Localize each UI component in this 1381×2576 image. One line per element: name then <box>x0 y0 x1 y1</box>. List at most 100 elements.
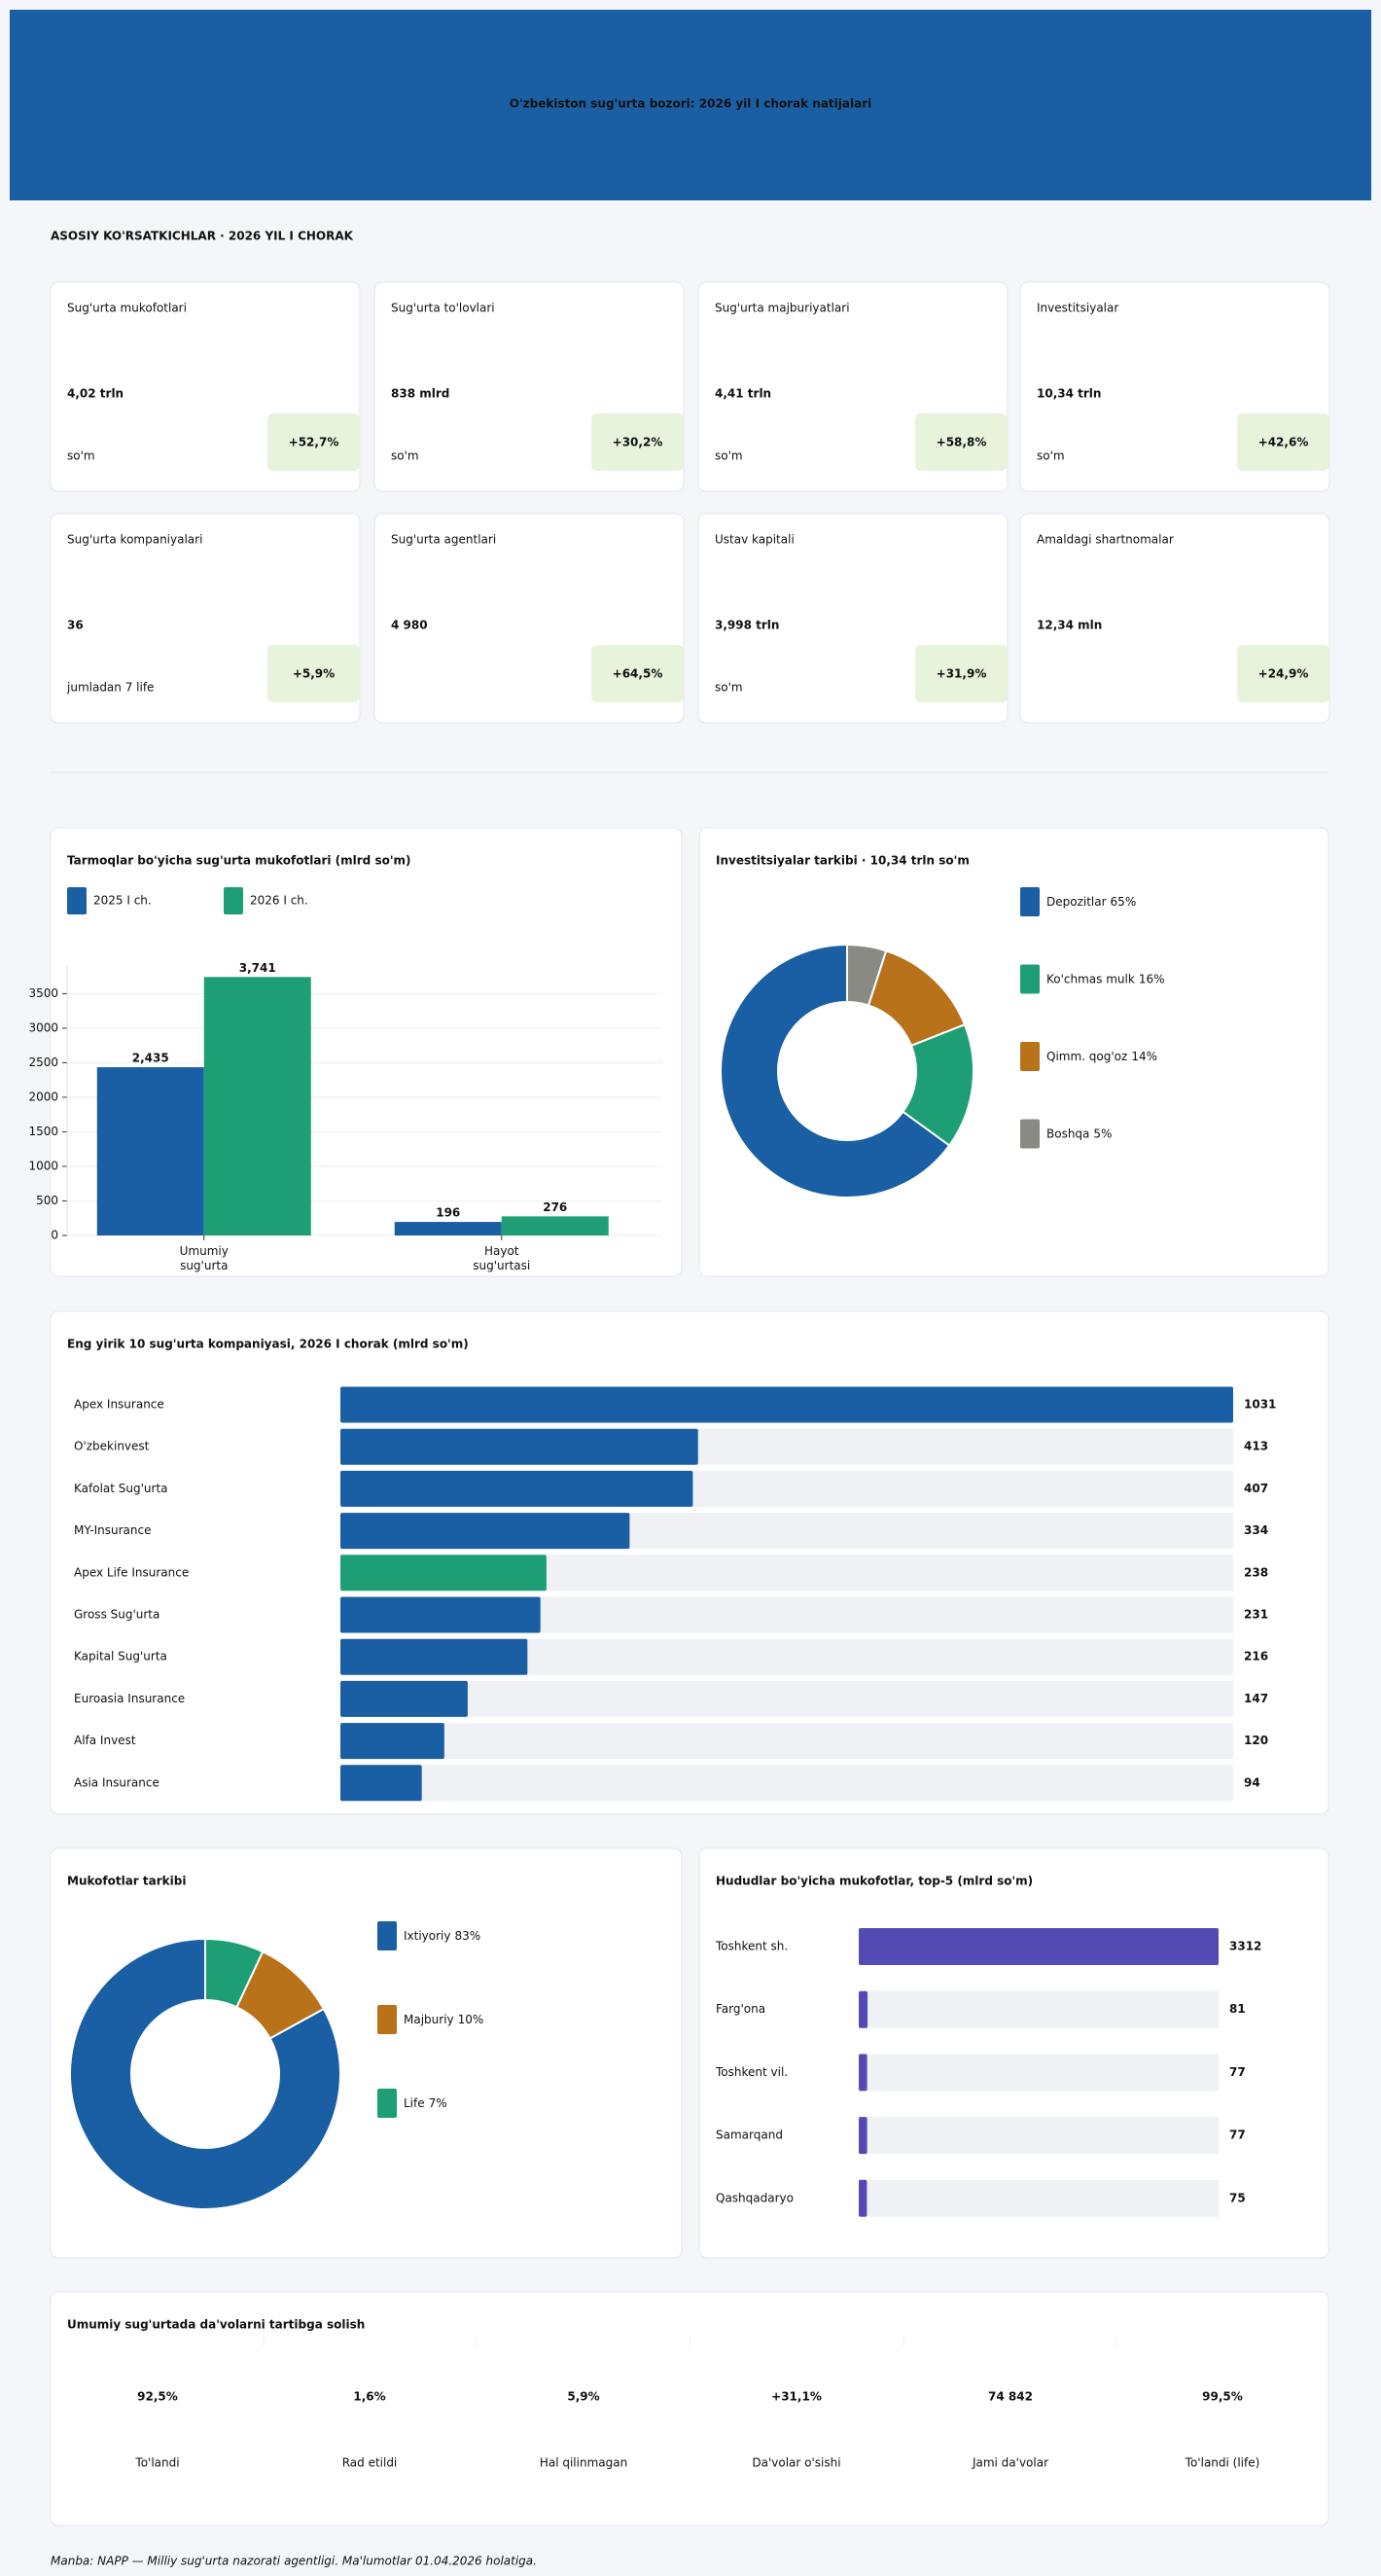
bar <box>96 1067 204 1235</box>
claims-label: Hal qilinmagan <box>540 2456 627 2470</box>
kpi-unit: so'm <box>67 449 95 463</box>
claims-value: 1,6% <box>353 2390 385 2404</box>
donut-slice <box>204 1937 265 2009</box>
header-banner <box>10 10 1371 200</box>
bar <box>501 1216 609 1235</box>
bar <box>340 1513 630 1550</box>
kpi-value: 4,41 trln <box>715 387 771 401</box>
category-label: Toshkent sh. <box>715 1940 788 1953</box>
bar <box>340 1428 698 1465</box>
bar <box>859 1928 1219 1965</box>
legend-swatch <box>1020 1042 1040 1071</box>
bar <box>340 1596 541 1633</box>
kpi-badge <box>1237 413 1329 471</box>
donut-slice <box>69 1937 341 2210</box>
legend-label: 2025 I ch. <box>93 894 152 908</box>
chart-title: Tarmoqlar bo'yicha sug'urta mukofotlari … <box>67 854 411 868</box>
legend-category: Ixtiyoriy <box>404 1929 451 1943</box>
kpi-change: +24,9% <box>1258 667 1309 681</box>
claims-label: To'landi <box>134 2456 179 2470</box>
footer-source: Manba: NAPP — Milliy sug'urta nazorati a… <box>51 2555 537 2568</box>
y-tick-label: 1000 <box>28 1159 58 1172</box>
x-tick-label: Hayot sug'urtasi <box>473 1244 530 1272</box>
legend-swatch <box>1020 1119 1040 1149</box>
card <box>50 2291 1329 2526</box>
bar-value-label: 407 <box>1244 1482 1268 1495</box>
kpi-change: +64,5% <box>613 667 663 681</box>
bar-value-label: 334 <box>1244 1523 1268 1537</box>
kpi-label: Sug'urta kompaniyalari <box>67 533 202 547</box>
kpi-value: 4 980 <box>391 619 428 632</box>
bar-value-label: 276 <box>543 1200 567 1214</box>
legend-label: Boshqa 5% <box>1046 1127 1112 1140</box>
legend-value: 16% <box>1139 972 1165 985</box>
chart-title: Hududlar bo'yicha mukofotlar, top-5 (mlr… <box>716 1875 1033 1888</box>
card <box>698 827 1329 1277</box>
category-label: O'zbekinvest <box>74 1440 150 1453</box>
legend-label: Life 7% <box>404 2096 447 2110</box>
legend-swatch <box>377 2005 397 2034</box>
kpi-value: 838 mlrd <box>391 387 449 401</box>
bar-track <box>859 2117 1219 2155</box>
category-label: Apex Insurance <box>74 1398 164 1412</box>
claims-label: Da'volar o'sishi <box>752 2456 840 2470</box>
kpi-change: +52,7% <box>289 436 339 449</box>
kpi-badge <box>591 413 684 471</box>
kpi-value: 12,34 mln <box>1037 619 1102 632</box>
legend-swatch <box>377 1921 397 1950</box>
kpi-badge <box>267 413 360 471</box>
bar <box>340 1555 547 1592</box>
kpi-change: +42,6% <box>1258 436 1309 449</box>
kpi-value: 10,34 trln <box>1037 387 1101 401</box>
legend-category: Qimm. qog'oz <box>1046 1050 1127 1063</box>
category-label: Toshkent vil. <box>715 2065 788 2079</box>
category-label: Qashqadaryo <box>716 2191 794 2204</box>
legend-category: Depozitlar <box>1046 895 1107 909</box>
legend-swatch <box>67 887 87 914</box>
legend-swatch <box>224 887 243 914</box>
bar-value-label: 75 <box>1229 2191 1246 2204</box>
bar <box>859 1990 868 2028</box>
bar-value-label: 413 <box>1244 1440 1268 1453</box>
kpi-label: Sug'urta mukofotlari <box>67 302 187 315</box>
y-tick-label: 2500 <box>28 1055 58 1069</box>
kpi-unit: so'm <box>715 681 743 695</box>
bar <box>340 1386 1233 1423</box>
claims-value: 92,5% <box>137 2390 178 2404</box>
category-label: Kafolat Sug'urta <box>74 1482 168 1495</box>
bar-value-label: 147 <box>1244 1692 1268 1705</box>
claims-label: To'landi (life) <box>1185 2456 1260 2470</box>
bar-track <box>340 1765 1233 1802</box>
kpi-badge <box>915 413 1008 471</box>
claims-label: Rad etildi <box>342 2456 398 2470</box>
claims-value: +31,1% <box>771 2390 822 2404</box>
bar <box>340 1723 444 1760</box>
kpi-badge <box>267 645 360 702</box>
legend-category: Ko'chmas mulk <box>1046 972 1135 985</box>
claims-value: 5,9% <box>567 2390 599 2404</box>
legend-label: Depozitlar 65% <box>1046 895 1136 909</box>
kpi-unit: so'm <box>1037 449 1065 463</box>
bar-value-label: 94 <box>1244 1775 1260 1789</box>
claims-value: 74 842 <box>988 2390 1033 2404</box>
legend-category: Boshqa <box>1046 1127 1089 1140</box>
kpi-label: Amaldagi shartnomalar <box>1037 533 1174 547</box>
kpi-unit: so'm <box>715 449 743 463</box>
bar <box>340 1680 468 1717</box>
donut-slice <box>846 943 888 1007</box>
category-label: Kapital Sug'urta <box>74 1650 167 1664</box>
bar-value-label: 3312 <box>1229 1940 1261 1953</box>
bar-value-label: 3,741 <box>239 961 276 975</box>
kpi-unit: so'm <box>391 449 419 463</box>
y-tick-label: 3000 <box>28 1020 58 1034</box>
bar-value-label: 196 <box>436 1206 460 1220</box>
y-tick-label: 3500 <box>28 986 58 1000</box>
bar-track <box>340 1680 1233 1717</box>
bar-track <box>859 2054 1219 2092</box>
bar-value-label: 81 <box>1229 2002 1246 2016</box>
bar-value-label: 1031 <box>1244 1398 1276 1412</box>
section-title: ASOSIY KO'RSATKICHLAR · 2026 YIL I CHORA… <box>51 230 354 243</box>
kpi-label: Sug'urta majburiyatlari <box>715 302 850 315</box>
chart-title: Eng yirik 10 sug'urta kompaniyasi, 2026 … <box>67 1338 469 1351</box>
